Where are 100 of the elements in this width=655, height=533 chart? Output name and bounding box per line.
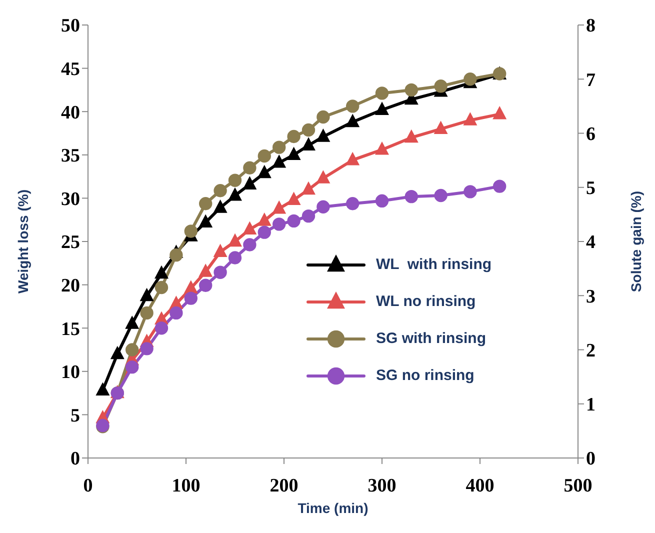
y2-tick-label: 0 xyxy=(586,448,596,470)
point xyxy=(272,155,286,168)
point xyxy=(228,234,242,247)
point xyxy=(346,152,360,166)
point xyxy=(302,182,316,195)
x-tick-label: 400 xyxy=(466,475,494,496)
point xyxy=(96,382,110,396)
point xyxy=(199,278,212,292)
point xyxy=(302,123,316,137)
legend-label: WL no rinsing xyxy=(376,293,476,310)
legend-label: WL with rinsing xyxy=(376,256,492,273)
point xyxy=(154,322,168,335)
point xyxy=(404,130,418,143)
point xyxy=(287,192,300,206)
x-tick-label: 100 xyxy=(172,475,200,496)
y-tick-label: 30 xyxy=(61,188,80,210)
point xyxy=(272,201,286,214)
point xyxy=(375,102,389,115)
point xyxy=(316,129,330,142)
point xyxy=(346,100,360,113)
y2-axis-title: Solute gain (%) xyxy=(628,190,644,292)
point xyxy=(464,72,477,86)
point xyxy=(228,174,242,187)
y-tick-label: 0 xyxy=(70,448,80,470)
point xyxy=(258,213,271,226)
y2-tick-label: 7 xyxy=(586,70,596,91)
point xyxy=(199,214,212,228)
point xyxy=(346,114,360,128)
point xyxy=(316,110,330,124)
y-tick-label: 25 xyxy=(61,232,80,254)
point xyxy=(346,197,360,210)
point xyxy=(375,194,389,208)
point xyxy=(258,149,271,163)
point xyxy=(287,214,300,228)
legend-label: SG with rinsing xyxy=(376,330,486,347)
y-tick-label: 45 xyxy=(61,59,80,80)
point xyxy=(184,224,198,238)
point xyxy=(140,288,154,302)
point xyxy=(258,166,271,178)
point xyxy=(214,244,227,257)
point xyxy=(140,342,154,356)
point xyxy=(170,248,183,262)
point xyxy=(375,86,389,100)
point xyxy=(316,200,330,214)
point xyxy=(184,292,198,305)
point xyxy=(214,266,227,279)
point xyxy=(287,147,300,160)
y2-tick-label: 6 xyxy=(586,124,596,145)
point xyxy=(302,209,316,223)
point xyxy=(140,306,154,320)
y-tick-label: 20 xyxy=(61,276,80,297)
y-tick-label: 5 xyxy=(70,405,80,426)
point xyxy=(199,197,212,210)
point xyxy=(243,222,256,234)
point xyxy=(464,112,477,126)
point xyxy=(126,316,139,329)
point xyxy=(154,280,168,294)
y2-tick-label: 5 xyxy=(586,178,596,200)
point xyxy=(243,176,256,190)
x-tick-label: 200 xyxy=(270,475,298,496)
point xyxy=(170,306,183,320)
y-tick-label: 35 xyxy=(61,146,80,167)
y2-tick-label: 8 xyxy=(586,16,596,37)
point xyxy=(464,185,477,198)
point xyxy=(184,280,198,294)
point xyxy=(228,251,242,264)
x-tick-label: 500 xyxy=(564,475,592,496)
y-tick-label: 40 xyxy=(61,102,80,124)
legend-label: SG no rinsing xyxy=(376,367,474,384)
point xyxy=(126,343,139,356)
point xyxy=(214,200,227,213)
point xyxy=(154,266,168,279)
point xyxy=(493,106,506,120)
point xyxy=(434,80,448,93)
point xyxy=(302,138,316,150)
point xyxy=(287,130,300,144)
y-tick-label: 10 xyxy=(61,362,80,384)
point xyxy=(434,188,448,202)
point xyxy=(404,83,418,97)
y2-tick-label: 1 xyxy=(586,394,596,416)
point xyxy=(493,180,506,193)
point xyxy=(316,170,330,184)
point xyxy=(404,190,418,204)
point xyxy=(126,360,139,374)
point xyxy=(199,264,212,277)
y2-tick-label: 4 xyxy=(586,232,596,254)
y-tick-label: 15 xyxy=(61,318,80,340)
point xyxy=(228,188,242,201)
point xyxy=(375,142,389,155)
point xyxy=(214,184,227,198)
point xyxy=(243,238,256,252)
point xyxy=(272,140,286,154)
point xyxy=(258,226,271,239)
y2-tick-label: 2 xyxy=(586,340,596,362)
point xyxy=(243,161,256,174)
y-tick-label: 50 xyxy=(61,16,80,37)
x-tick-label: 300 xyxy=(368,475,396,496)
point xyxy=(110,346,124,360)
x-axis-title: Time (min) xyxy=(298,500,368,516)
point xyxy=(434,121,448,134)
